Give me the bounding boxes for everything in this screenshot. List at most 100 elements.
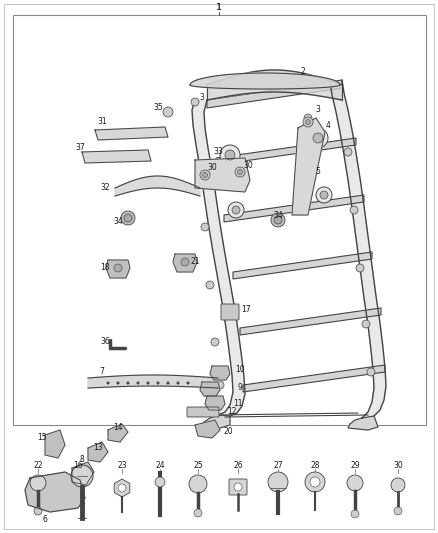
Circle shape bbox=[228, 202, 244, 218]
Polygon shape bbox=[25, 472, 85, 512]
Text: 35: 35 bbox=[153, 103, 163, 112]
Circle shape bbox=[118, 484, 126, 492]
Text: 27: 27 bbox=[273, 461, 283, 470]
Circle shape bbox=[305, 472, 325, 492]
Text: 32: 32 bbox=[100, 183, 110, 192]
Polygon shape bbox=[243, 365, 385, 392]
Circle shape bbox=[308, 128, 328, 148]
Polygon shape bbox=[233, 252, 372, 279]
Circle shape bbox=[146, 382, 149, 384]
Text: 31: 31 bbox=[97, 117, 107, 126]
Text: 11: 11 bbox=[233, 399, 243, 408]
Text: 28: 28 bbox=[310, 461, 320, 470]
Text: 21: 21 bbox=[190, 257, 200, 266]
Circle shape bbox=[344, 148, 352, 156]
Text: 10: 10 bbox=[235, 366, 245, 375]
Text: 30: 30 bbox=[243, 160, 253, 169]
Text: 14: 14 bbox=[113, 424, 123, 432]
Polygon shape bbox=[205, 396, 225, 410]
Circle shape bbox=[320, 191, 328, 199]
Text: 1: 1 bbox=[217, 4, 221, 12]
Polygon shape bbox=[192, 100, 245, 416]
Text: 34: 34 bbox=[113, 217, 123, 227]
Text: 16: 16 bbox=[73, 461, 83, 470]
Polygon shape bbox=[330, 80, 386, 418]
Polygon shape bbox=[210, 366, 230, 380]
Circle shape bbox=[106, 382, 110, 384]
Circle shape bbox=[34, 507, 42, 515]
Polygon shape bbox=[207, 70, 342, 100]
Polygon shape bbox=[88, 375, 218, 388]
Polygon shape bbox=[200, 415, 230, 428]
Polygon shape bbox=[240, 308, 381, 335]
Text: 26: 26 bbox=[233, 461, 243, 470]
Circle shape bbox=[121, 211, 135, 225]
Text: 3: 3 bbox=[315, 106, 321, 115]
Text: 9: 9 bbox=[237, 384, 243, 392]
Text: 23: 23 bbox=[117, 461, 127, 470]
Text: 4: 4 bbox=[325, 120, 330, 130]
Circle shape bbox=[235, 167, 245, 177]
Circle shape bbox=[124, 214, 132, 222]
Text: 12: 12 bbox=[227, 408, 237, 416]
Circle shape bbox=[189, 475, 207, 493]
Polygon shape bbox=[216, 138, 356, 165]
Circle shape bbox=[316, 187, 332, 203]
Circle shape bbox=[310, 477, 320, 487]
Circle shape bbox=[30, 475, 46, 491]
Circle shape bbox=[394, 507, 402, 515]
Text: 34: 34 bbox=[273, 211, 283, 220]
Circle shape bbox=[191, 98, 199, 106]
Text: 29: 29 bbox=[350, 461, 360, 470]
Text: 30: 30 bbox=[393, 461, 403, 470]
Circle shape bbox=[166, 382, 170, 384]
Circle shape bbox=[181, 258, 189, 266]
Circle shape bbox=[347, 475, 363, 491]
Circle shape bbox=[187, 382, 190, 384]
Polygon shape bbox=[195, 420, 220, 438]
Polygon shape bbox=[95, 127, 168, 140]
Circle shape bbox=[313, 133, 323, 143]
Text: 37: 37 bbox=[75, 143, 85, 152]
Circle shape bbox=[117, 382, 120, 384]
Polygon shape bbox=[72, 462, 94, 485]
FancyBboxPatch shape bbox=[229, 479, 247, 495]
Circle shape bbox=[202, 173, 208, 177]
Circle shape bbox=[303, 117, 313, 127]
Circle shape bbox=[163, 107, 173, 117]
Circle shape bbox=[220, 145, 240, 165]
Circle shape bbox=[232, 206, 240, 214]
Circle shape bbox=[196, 166, 204, 174]
Text: 3: 3 bbox=[200, 93, 205, 102]
Text: 7: 7 bbox=[99, 367, 104, 376]
Text: 8: 8 bbox=[80, 456, 85, 464]
Polygon shape bbox=[224, 195, 364, 222]
Circle shape bbox=[350, 206, 358, 214]
Text: 1: 1 bbox=[216, 4, 222, 12]
Circle shape bbox=[200, 170, 210, 180]
Circle shape bbox=[211, 338, 219, 346]
Text: 17: 17 bbox=[241, 305, 251, 314]
Circle shape bbox=[234, 483, 242, 491]
Polygon shape bbox=[108, 424, 128, 442]
Circle shape bbox=[137, 382, 139, 384]
Text: 6: 6 bbox=[42, 515, 47, 524]
Text: 5: 5 bbox=[315, 167, 321, 176]
Polygon shape bbox=[200, 382, 220, 396]
Circle shape bbox=[268, 472, 288, 492]
Polygon shape bbox=[292, 118, 325, 215]
Circle shape bbox=[206, 281, 214, 289]
Text: 18: 18 bbox=[100, 263, 110, 272]
Text: 15: 15 bbox=[37, 433, 47, 442]
Polygon shape bbox=[115, 176, 200, 196]
Circle shape bbox=[351, 510, 359, 518]
Circle shape bbox=[155, 477, 165, 487]
Circle shape bbox=[271, 213, 285, 227]
Circle shape bbox=[274, 216, 282, 224]
Circle shape bbox=[194, 509, 202, 517]
Text: 36: 36 bbox=[100, 337, 110, 346]
Circle shape bbox=[177, 382, 180, 384]
Polygon shape bbox=[195, 158, 250, 192]
Polygon shape bbox=[88, 442, 108, 462]
Circle shape bbox=[71, 465, 93, 487]
